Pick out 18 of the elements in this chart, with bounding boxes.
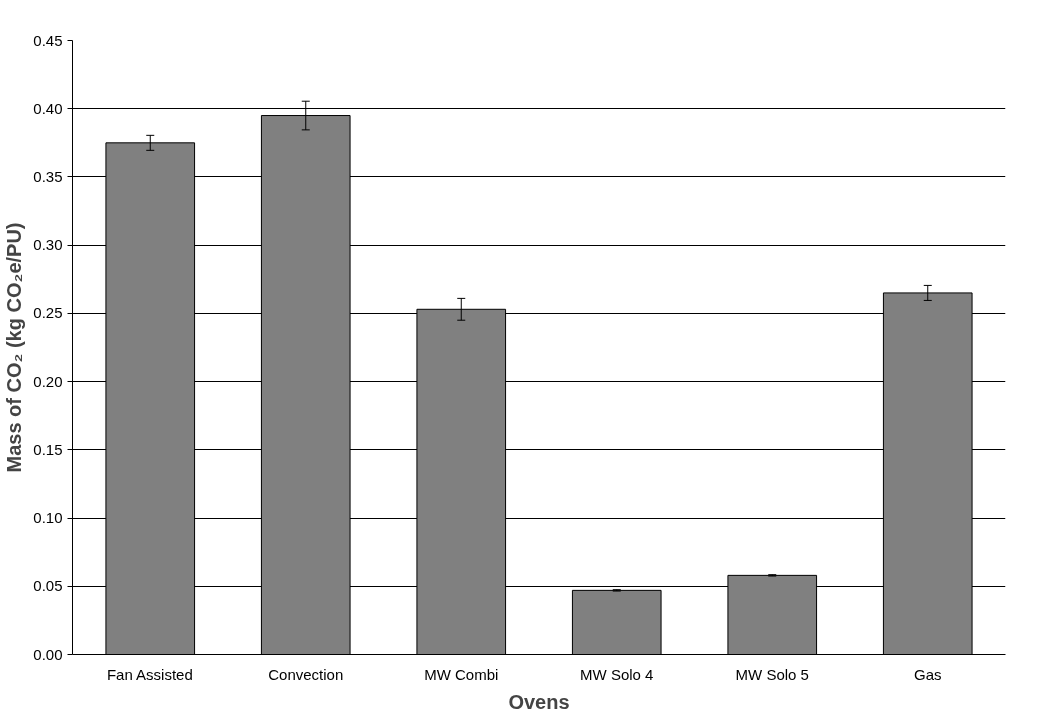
y-tick-label: 0.10 bbox=[33, 509, 63, 527]
x-axis-title: Ovens bbox=[508, 690, 570, 713]
x-tick-label: MW Solo 5 bbox=[735, 665, 809, 683]
x-tick-label: MW Combi bbox=[424, 665, 499, 683]
y-tick-label: 0.20 bbox=[33, 372, 63, 390]
y-tick-label: 0.05 bbox=[33, 577, 63, 595]
x-tick-label: Gas bbox=[914, 665, 942, 683]
y-tick-label: 0.25 bbox=[33, 304, 63, 322]
y-tick-label: 0.40 bbox=[33, 99, 63, 117]
y-tick-label: 0.15 bbox=[33, 440, 63, 458]
y-tick-label: 0.30 bbox=[33, 236, 63, 254]
x-tick-label: Convection bbox=[268, 665, 344, 683]
y-tick-label: 0.45 bbox=[33, 31, 63, 49]
x-tick-label: Fan Assisted bbox=[106, 665, 193, 683]
y-tick-label: 0.00 bbox=[33, 645, 63, 663]
y-axis-title: Mass of CO₂ (kg CO₂e/PU) bbox=[3, 222, 26, 473]
y-tick-label: 0.35 bbox=[33, 167, 63, 185]
x-tick-label: MW Solo 4 bbox=[580, 665, 654, 683]
